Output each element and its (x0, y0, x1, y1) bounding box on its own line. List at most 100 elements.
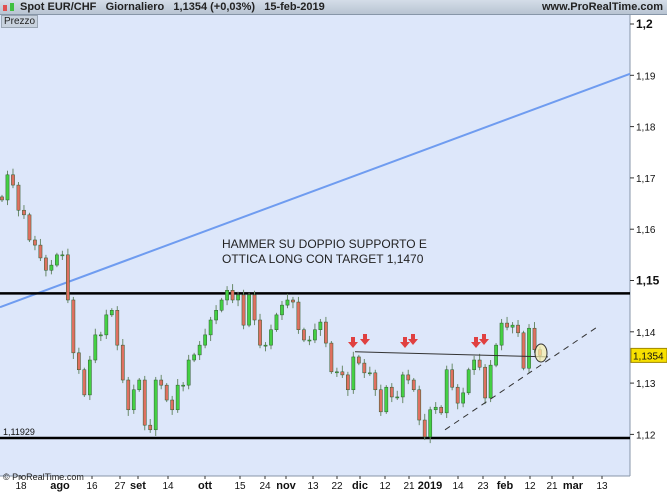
candle-body (109, 310, 114, 316)
x-tick-label: 21 (546, 481, 558, 492)
candle-body (44, 257, 48, 271)
candle-body (219, 299, 224, 311)
candle-body (313, 329, 317, 341)
neckline (354, 351, 549, 358)
candle-body (16, 184, 21, 211)
candle-body (461, 392, 465, 404)
support-label: 1,11929 (3, 427, 35, 437)
candle-body (170, 399, 175, 411)
candle-body (373, 372, 378, 391)
x-tick-label: ott (198, 480, 212, 492)
candle-body (422, 419, 427, 438)
blue-trendline (0, 72, 631, 309)
candlestick-logo-icon (3, 3, 14, 11)
candle-body (120, 344, 125, 381)
candle-body (274, 314, 279, 330)
candle-body (433, 406, 438, 411)
x-tick-label: nov (276, 480, 296, 492)
candle-body (186, 359, 191, 386)
down-arrow-icon (400, 337, 410, 348)
candle-body (142, 379, 147, 426)
candle-body (153, 379, 158, 431)
candle-body (60, 254, 65, 257)
site-link[interactable]: www.ProRealTime.com (541, 1, 663, 13)
instrument: Spot EUR/CHF (20, 1, 97, 13)
candle-body (247, 294, 251, 326)
candle-body (230, 289, 235, 301)
candle-body (93, 334, 98, 361)
candle-body (318, 321, 323, 330)
candle-body (236, 294, 240, 301)
last-price: 1,1354 (+0,03%) (173, 1, 256, 13)
candle-body (77, 352, 81, 371)
candle-body (367, 372, 372, 375)
y-tick-label: 1,15 (636, 274, 660, 288)
x-tick-label: 15 (234, 481, 246, 492)
y-tick-label: 1,19 (636, 71, 656, 82)
candle-body (499, 322, 504, 346)
last-price-label: 1,1354 (633, 351, 664, 362)
x-tick-label: 23 (477, 481, 489, 492)
y-tick-label: 1,2 (636, 17, 653, 31)
x-tick-label: feb (497, 480, 514, 492)
candle-body (417, 389, 422, 421)
candle-body (466, 369, 471, 394)
x-tick-label: 14 (162, 481, 174, 492)
candle-body (115, 310, 120, 346)
x-tick-label: 22 (331, 481, 343, 492)
down-arrow-icon (360, 334, 370, 345)
y-tick-label: 1,16 (636, 225, 656, 236)
candle-body (505, 322, 509, 328)
candle-body (378, 389, 383, 413)
candle-body (131, 389, 136, 411)
candle-body (346, 374, 350, 391)
candle-body (521, 332, 526, 369)
timeframe: Giornaliero (105, 1, 165, 13)
candle-body (175, 384, 180, 411)
down-arrow-icon (348, 337, 358, 348)
candle-body (49, 264, 54, 271)
y-tick-label: 1,18 (636, 123, 656, 134)
candle-body (291, 299, 295, 303)
candle-body (335, 371, 339, 374)
x-tick-label: 13 (307, 481, 319, 492)
chart-header: Spot EUR/CHF Giornaliero 1,1354 (+0,03%)… (0, 0, 667, 15)
candle-body (208, 319, 213, 336)
x-tick-label: 12 (379, 481, 391, 492)
candle-body (0, 196, 4, 201)
x-tick-label: 24 (259, 481, 271, 492)
candle-body (406, 374, 411, 381)
candle-body (351, 356, 356, 391)
header-info: Spot EUR/CHF Giornaliero 1,1354 (+0,03%)… (20, 1, 325, 13)
candle-body (411, 379, 416, 391)
hammer-highlight (534, 343, 548, 363)
x-tick-label: ago (50, 480, 70, 492)
rising-support-dashed (444, 324, 601, 431)
x-tick-label: 18 (15, 481, 27, 492)
candle-body (66, 254, 70, 301)
down-arrow-icon (408, 334, 418, 345)
candle-body (38, 244, 43, 259)
candle-body (225, 289, 229, 301)
candle-body (82, 369, 87, 396)
x-tick-label: 21 (403, 481, 415, 492)
candle-body (477, 359, 482, 368)
candle-body (285, 299, 290, 306)
price-axis (630, 15, 667, 476)
candle-body (510, 324, 515, 328)
candle-body (450, 369, 455, 388)
candle-body (22, 209, 26, 216)
candle-body (362, 362, 367, 374)
plot-background (0, 15, 630, 476)
y-tick-label: 1,14 (636, 328, 656, 339)
panel-label[interactable]: Prezzo (1, 15, 39, 28)
candle-body (241, 294, 246, 326)
candle-body (296, 301, 301, 330)
candle-body (488, 364, 493, 399)
candle-body (439, 406, 444, 414)
candle-body (126, 379, 131, 411)
candle-body (532, 327, 537, 351)
candle-body (148, 424, 153, 431)
